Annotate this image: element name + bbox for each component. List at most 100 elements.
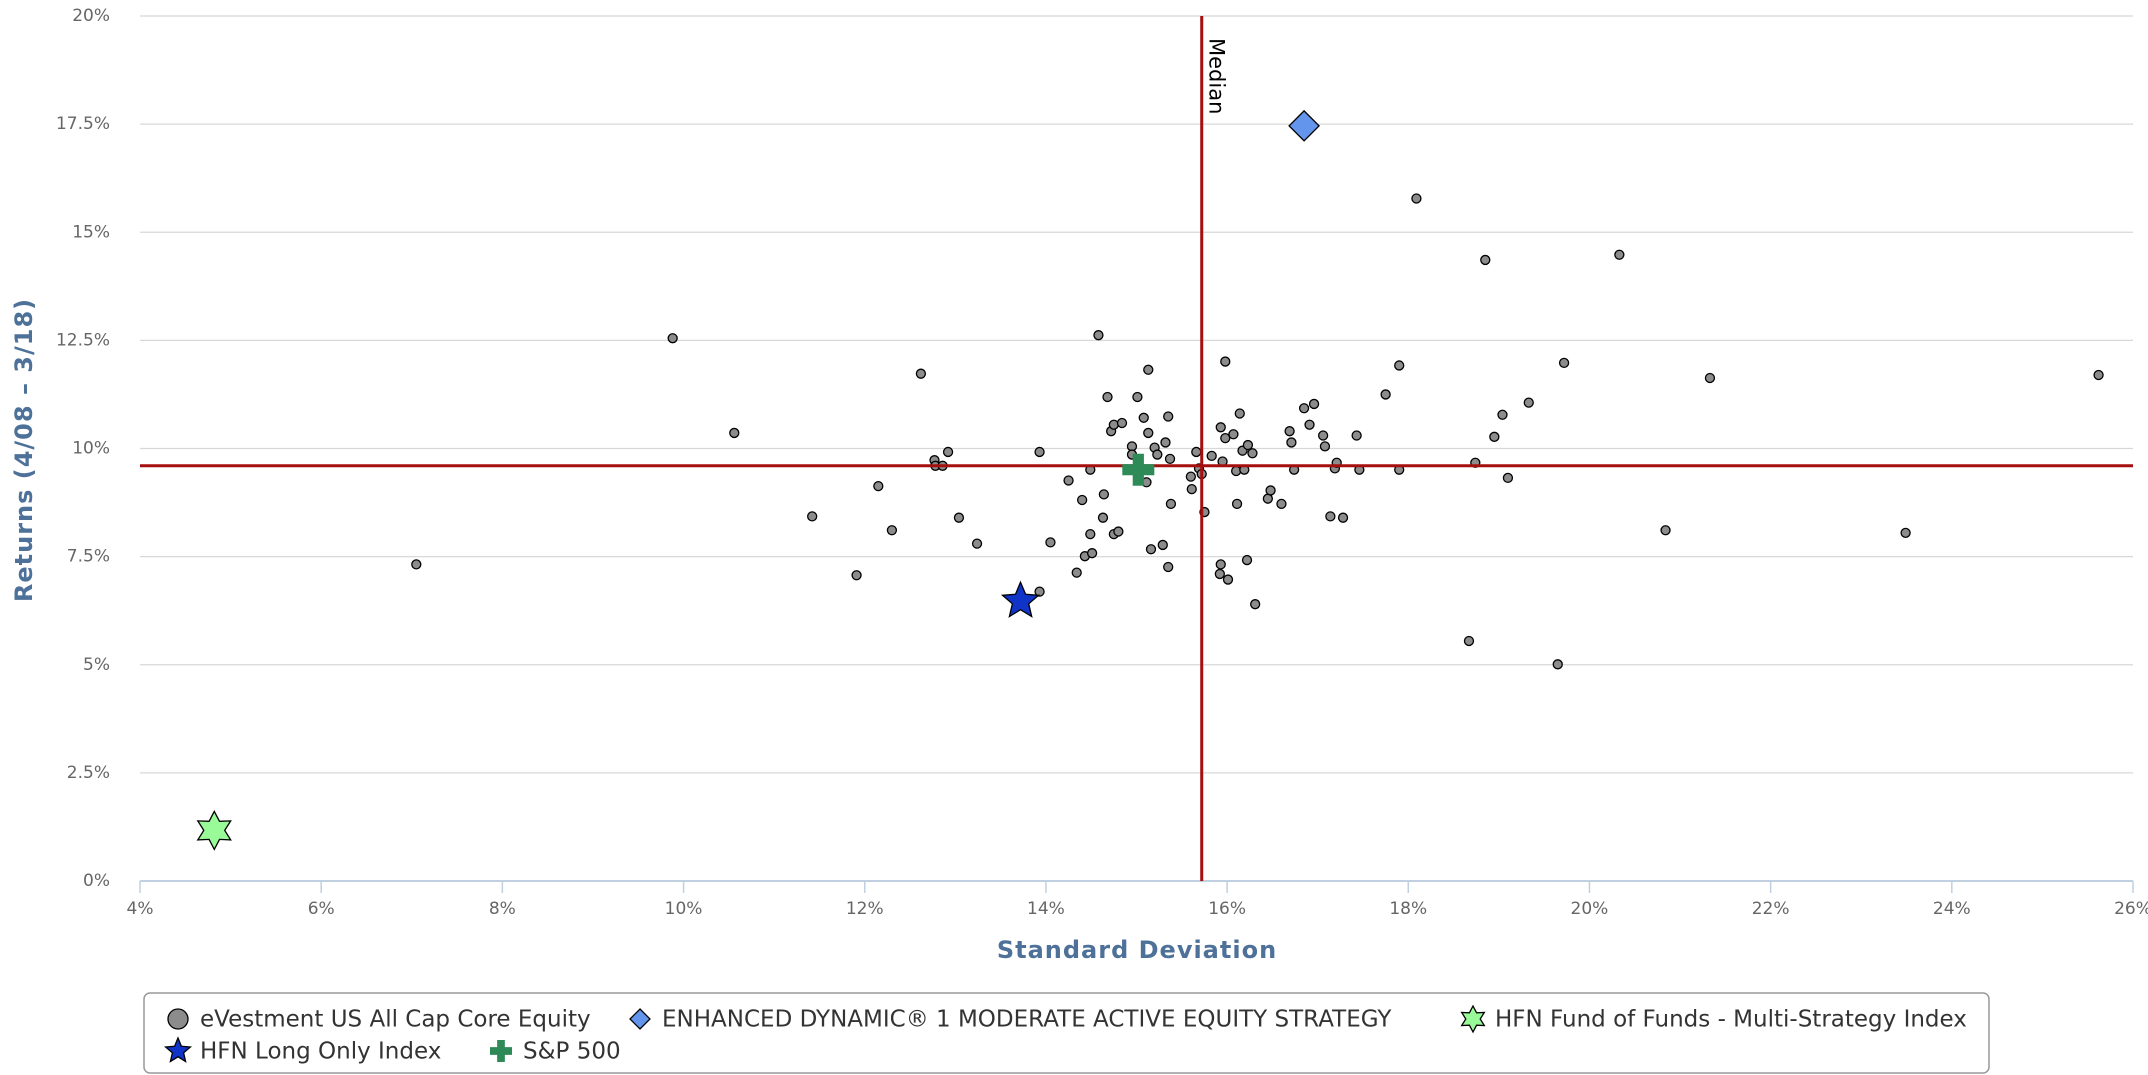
- legend-label[interactable]: eVestment US All Cap Core Equity: [200, 1007, 591, 1033]
- legend-marker: [1460, 1004, 1486, 1034]
- data-point: [1319, 441, 1331, 452]
- data-point: [1325, 511, 1336, 522]
- data-point: [1660, 525, 1671, 536]
- data-point: [1288, 109, 1321, 142]
- data-point: [1143, 364, 1154, 375]
- x-tick-label: 20%: [1571, 899, 1609, 919]
- data-point: [1298, 403, 1310, 414]
- data-point: [1143, 427, 1154, 439]
- data-point: [1480, 254, 1491, 266]
- data-point: [873, 480, 884, 492]
- median-label: Median: [1205, 38, 1229, 114]
- data-point: [729, 427, 740, 439]
- y-tick-label: 0%: [83, 871, 110, 891]
- data-point: [1093, 330, 1104, 341]
- data-point: [1304, 419, 1315, 430]
- data-point: [807, 511, 818, 522]
- data-point: [1380, 389, 1391, 400]
- data-point: [1247, 448, 1258, 459]
- data-point: [1214, 568, 1225, 580]
- data-point: [1163, 561, 1174, 573]
- data-point: [2093, 369, 2104, 381]
- data-point: [1165, 498, 1177, 510]
- x-tick-label: 14%: [1027, 899, 1065, 919]
- legend-label[interactable]: ENHANCED DYNAMIC® 1 MODERATE ACTIVE EQUI…: [662, 1007, 1392, 1033]
- data-point: [1098, 489, 1110, 500]
- x-tick-label: 16%: [1208, 899, 1246, 919]
- data-point: [1231, 465, 1242, 477]
- data-point: [1286, 437, 1297, 448]
- legend-marker: [490, 1040, 512, 1062]
- data-point: [1071, 567, 1082, 578]
- data-point: [1164, 453, 1176, 465]
- data-point: [1045, 537, 1056, 548]
- data-point: [1034, 446, 1045, 458]
- y-tick-label: 5%: [83, 655, 110, 675]
- data-point: [1241, 554, 1253, 566]
- data-point: [1228, 429, 1239, 440]
- data-point: [1308, 398, 1320, 410]
- data-point: [1265, 485, 1276, 496]
- data-point: [1234, 408, 1245, 419]
- data-point: [1000, 580, 1041, 618]
- data-point: [915, 368, 927, 379]
- legend-label[interactable]: HFN Long Only Index: [200, 1039, 441, 1065]
- data-point: [942, 446, 954, 458]
- data-point: [1394, 360, 1405, 371]
- data-point: [1160, 437, 1171, 448]
- data-point: [1063, 475, 1074, 486]
- data-point: [1276, 498, 1287, 510]
- x-tick-label: 10%: [665, 899, 703, 919]
- data-point: [1034, 586, 1045, 597]
- y-tick-label: 20%: [72, 6, 110, 26]
- y-tick-label: 2.5%: [67, 763, 110, 783]
- y-tick-label: 12.5%: [56, 330, 110, 350]
- data-point: [1900, 527, 1911, 538]
- y-tick-label: 17.5%: [56, 114, 110, 134]
- data-point: [1614, 249, 1625, 260]
- data-point: [851, 570, 862, 581]
- x-tick-label: 12%: [846, 899, 884, 919]
- legend-marker: [629, 1008, 651, 1030]
- data-point: [1113, 526, 1124, 537]
- data-point: [1317, 430, 1329, 441]
- data-point: [1152, 449, 1163, 460]
- data-point: [1231, 498, 1243, 510]
- data-point: [971, 538, 983, 549]
- data-point: [667, 333, 678, 344]
- data-point: [1222, 574, 1234, 585]
- data-point: [1122, 453, 1155, 486]
- data-point: [1191, 446, 1202, 458]
- data-point: [1704, 372, 1716, 384]
- legend-label[interactable]: HFN Fund of Funds - Multi-Strategy Index: [1495, 1007, 1967, 1033]
- legend-marker: [163, 1036, 193, 1063]
- x-tick-label: 6%: [308, 899, 335, 919]
- data-point: [1085, 528, 1096, 540]
- data-point: [1157, 539, 1168, 551]
- data-point: [1097, 512, 1109, 523]
- data-point: [1206, 450, 1217, 462]
- x-tick-label: 24%: [1933, 899, 1971, 919]
- data-point: [1132, 391, 1143, 403]
- data-point: [1351, 430, 1362, 441]
- data-point: [1145, 544, 1157, 555]
- data-point: [1086, 548, 1098, 559]
- data-point: [1163, 411, 1174, 422]
- data-point: [196, 810, 232, 851]
- data-point: [1411, 193, 1422, 204]
- data-point: [1497, 409, 1508, 420]
- legend-label[interactable]: S&P 500: [523, 1039, 621, 1065]
- x-tick-label: 26%: [2114, 899, 2148, 919]
- data-point: [1116, 417, 1128, 429]
- data-point: [953, 512, 965, 523]
- data-point: [1463, 635, 1475, 647]
- data-point: [1186, 484, 1197, 495]
- legend-marker: [167, 1008, 189, 1030]
- data-point: [1102, 391, 1113, 403]
- data-point: [1502, 472, 1514, 484]
- x-tick-label: 18%: [1389, 899, 1427, 919]
- data-point: [1523, 397, 1534, 408]
- data-point: [411, 559, 422, 570]
- y-axis-title: Returns (4/08 – 3/18): [10, 298, 38, 602]
